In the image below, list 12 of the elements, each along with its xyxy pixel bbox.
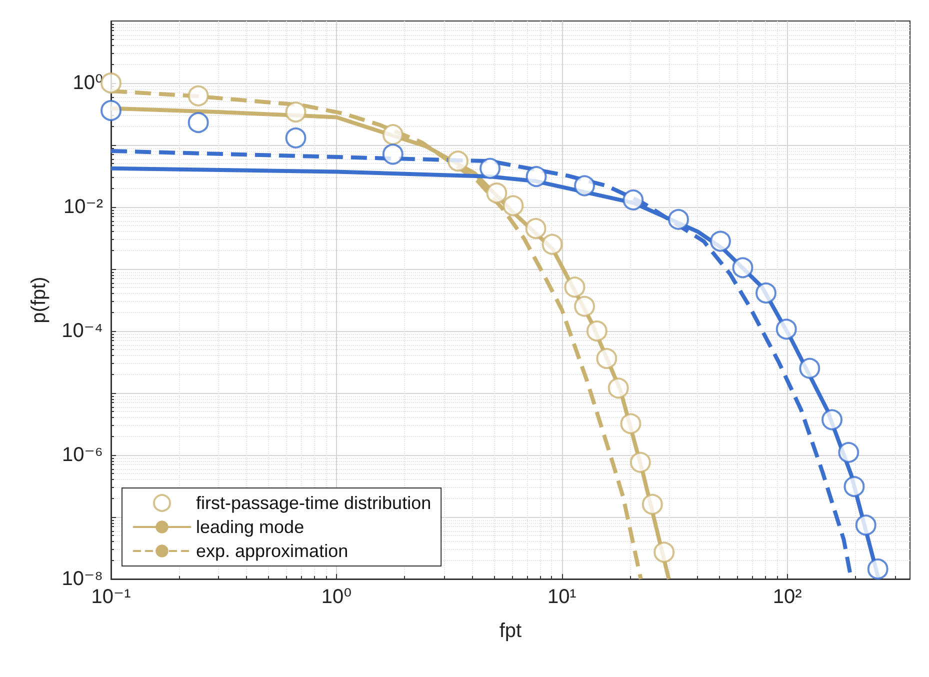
x-axis-title: fpt [499, 620, 522, 642]
y-tick-label: 10⁻⁴ [62, 320, 103, 342]
legend-label: first-passage-time distribution [196, 493, 432, 513]
legend-label: exp. approximation [196, 541, 348, 561]
x-tick-label: 10² [772, 586, 802, 608]
x-tick-label: 10⁰ [321, 586, 352, 608]
y-tick-label: 10⁻⁶ [62, 444, 103, 466]
y-tick-label: 10⁻² [64, 196, 104, 218]
y-tick-label: 10⁰ [72, 72, 103, 94]
x-tick-label: 10¹ [547, 586, 577, 608]
legend-label: leading mode [196, 517, 304, 537]
y-axis-title: p(fpt) [28, 276, 50, 324]
